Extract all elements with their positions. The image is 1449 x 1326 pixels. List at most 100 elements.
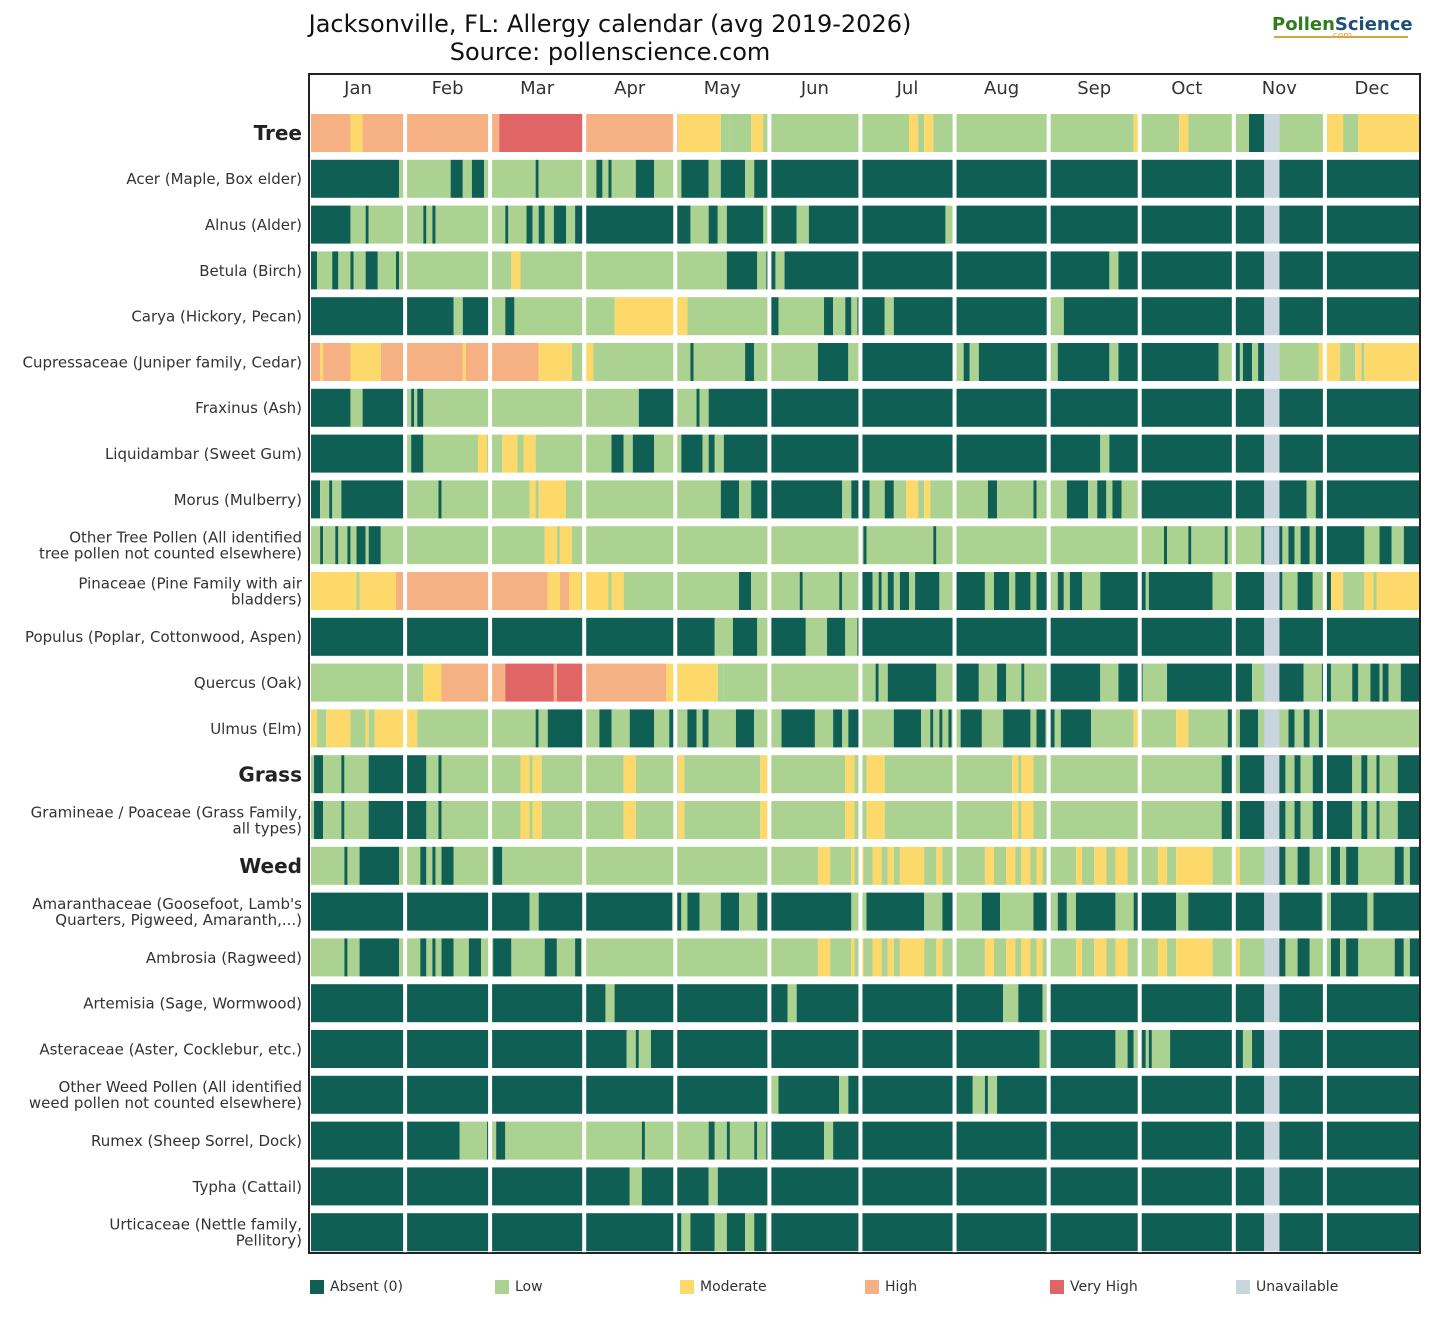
segment-low [708,1167,718,1206]
month-gap [488,433,493,474]
segment-low [939,572,955,610]
row-10 [311,571,1419,611]
segment-absent [1233,205,1265,244]
segment-absent [669,709,676,748]
month-gap [952,433,957,474]
segment-absent [978,343,1049,381]
segment-low [675,846,770,885]
month-gap [767,250,772,291]
segment-moderate [1176,938,1213,977]
segment-absent [1376,755,1380,794]
month-gap [858,113,863,153]
segment-low [769,572,800,610]
month-gap [673,983,678,1024]
segment-absent [893,297,955,336]
month-gap [858,616,863,657]
segment-low [1300,755,1313,794]
segment-low [1030,938,1037,977]
month-gap [767,479,772,520]
month-gap [1231,342,1236,382]
segment-low [399,846,406,885]
month-gap [767,1166,772,1207]
segment-absent [1233,297,1265,336]
segment-absent [1139,892,1177,931]
segment-absent [848,1075,861,1114]
segment-absent [1224,526,1228,565]
segment-very_high [505,663,554,702]
segment-absent [1294,801,1301,839]
segment-low [675,159,682,198]
month-gap [1322,1074,1327,1115]
segment-low [714,1213,727,1252]
segment-low [936,526,955,565]
segment-moderate [1075,938,1083,977]
segment-absent [726,1121,730,1160]
segment-absent [314,801,324,839]
segment-low [426,938,433,977]
segment-absent [1279,1030,1419,1068]
month-gap [673,937,678,978]
segment-low [954,480,988,519]
segment-high [490,343,539,381]
segment-absent [1312,801,1353,839]
month-gap [1137,571,1142,611]
segment-low [787,984,797,1023]
segment-absent [599,709,612,748]
segment-absent [997,1075,1049,1114]
month-label-dec: Dec [1355,78,1390,99]
month-gap [1046,1029,1051,1069]
segment-low [1139,846,1158,885]
month-gap [488,1212,493,1253]
month-gap [952,983,957,1024]
segment-low [860,709,894,748]
segment-low [717,663,724,702]
segment-low [729,1121,755,1160]
segment-low [638,1030,651,1068]
month-gap [1322,1120,1327,1161]
segment-absent [860,480,870,519]
segment-low [763,114,861,152]
month-gap [1231,479,1236,520]
segment-low [751,572,770,610]
month-gap [1137,158,1142,199]
segment-low [969,343,979,381]
segment-absent [1097,480,1107,519]
segment-low [584,388,639,427]
segment-absent [954,159,1049,198]
month-gap [488,113,493,153]
segment-low [708,159,721,198]
segment-low [1352,801,1362,839]
month-gap [1046,708,1051,749]
month-gap [767,662,772,703]
segment-low [405,388,412,427]
segment-absent [441,846,454,885]
month-gap [1322,1166,1327,1207]
month-gap [767,845,772,886]
segment-low [1309,938,1331,977]
month-gap [673,1212,678,1253]
month-gap [858,479,863,520]
segment-absent [405,984,491,1023]
segment-absent [757,892,770,931]
segment-low [1309,526,1316,565]
month-gap [858,158,863,199]
segment-absent [1139,159,1234,198]
segment-absent [1279,297,1419,336]
segment-moderate [899,846,925,885]
segment-low [435,846,442,885]
segment-absent [544,938,557,977]
month-gap [488,1166,493,1207]
segment-absent [1279,205,1419,244]
segment-low [1239,343,1243,381]
month-gap [1137,891,1142,932]
segment-absent [899,572,910,610]
taxon-label: Amaranthaceae (Goosefoot, Lamb's Quarters… [32,895,302,929]
segment-moderate [1318,343,1341,381]
segment-moderate [1176,846,1213,885]
segment-high [584,663,667,702]
segment-absent [687,709,697,748]
segment-unavailable [1264,1167,1280,1206]
segment-low [1142,663,1168,702]
month-gap [673,1120,678,1161]
segment-low [584,938,676,977]
